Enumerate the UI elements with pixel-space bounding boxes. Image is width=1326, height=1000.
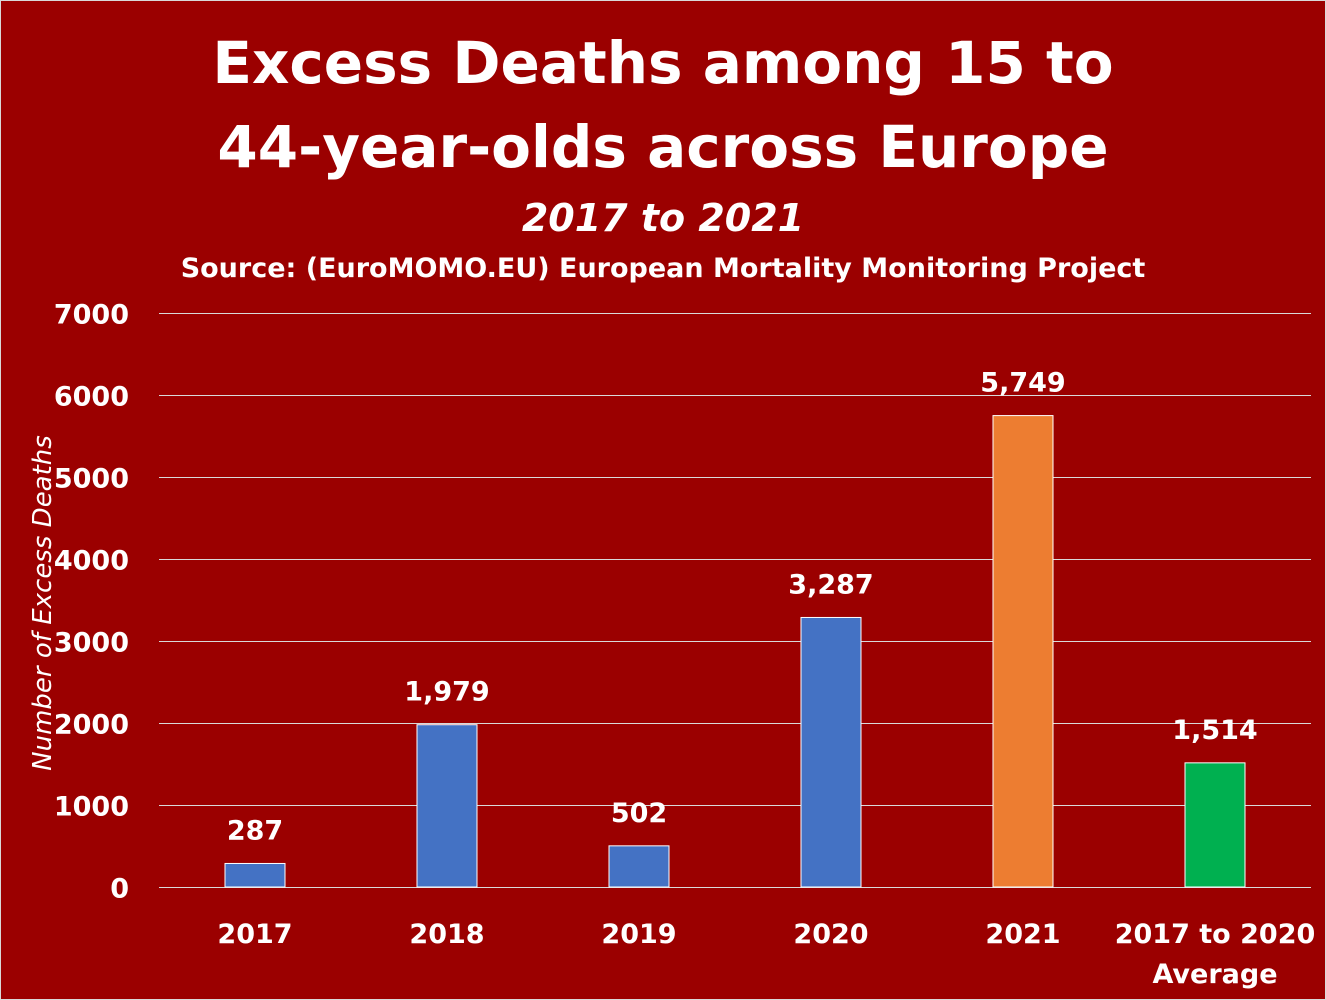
data-label: 5,749 [980, 368, 1065, 399]
data-label: 1,514 [1172, 715, 1257, 746]
bar [800, 616, 862, 888]
bars [224, 415, 1246, 888]
bar [416, 724, 478, 888]
y-axis-label: Number of Excess Deaths [28, 435, 58, 771]
x-category-label: 2021 [985, 919, 1060, 950]
data-label: 502 [611, 798, 667, 829]
data-label: 287 [227, 815, 283, 846]
chart-title-line1: Excess Deaths among 15 to [212, 29, 1113, 97]
y-tick-label: 1000 [54, 792, 129, 823]
data-label: 1,979 [404, 677, 489, 708]
x-category-label: 2020 [793, 919, 868, 950]
chart-subtitle: 2017 to 2021 [522, 196, 804, 240]
data-label: 3,287 [788, 569, 873, 600]
y-tick-label: 4000 [54, 546, 129, 577]
chart-source: Source: (EuroMOMO.EU) European Mortality… [181, 253, 1146, 284]
y-tick-label: 3000 [54, 628, 129, 659]
x-category-label: 2017 to 2020 Average [1115, 919, 1316, 990]
gridlines [159, 313, 1311, 888]
data-labels: 287 1,979 502 3,287 5,749 1,514 [227, 368, 1258, 847]
y-tick-label: 5000 [54, 464, 129, 495]
x-category-label: 2017 [217, 919, 292, 950]
bar [1184, 762, 1246, 888]
x-category-label: 2018 [409, 919, 484, 950]
y-axis-ticks: 0 1000 2000 3000 4000 5000 6000 7000 [54, 300, 129, 905]
y-tick-label: 2000 [54, 710, 129, 741]
bar [992, 415, 1054, 888]
bar [224, 862, 286, 888]
bar [608, 845, 670, 888]
y-tick-label: 6000 [54, 382, 129, 413]
chart-title-line2: 44-year-olds across Europe [217, 113, 1108, 181]
x-axis-categories: 2017 2018 2019 2020 2021 2017 to 2020 Average [217, 919, 1315, 990]
y-tick-label: 0 [110, 874, 129, 905]
y-tick-label: 7000 [54, 300, 129, 331]
x-category-label: 2019 [601, 919, 676, 950]
